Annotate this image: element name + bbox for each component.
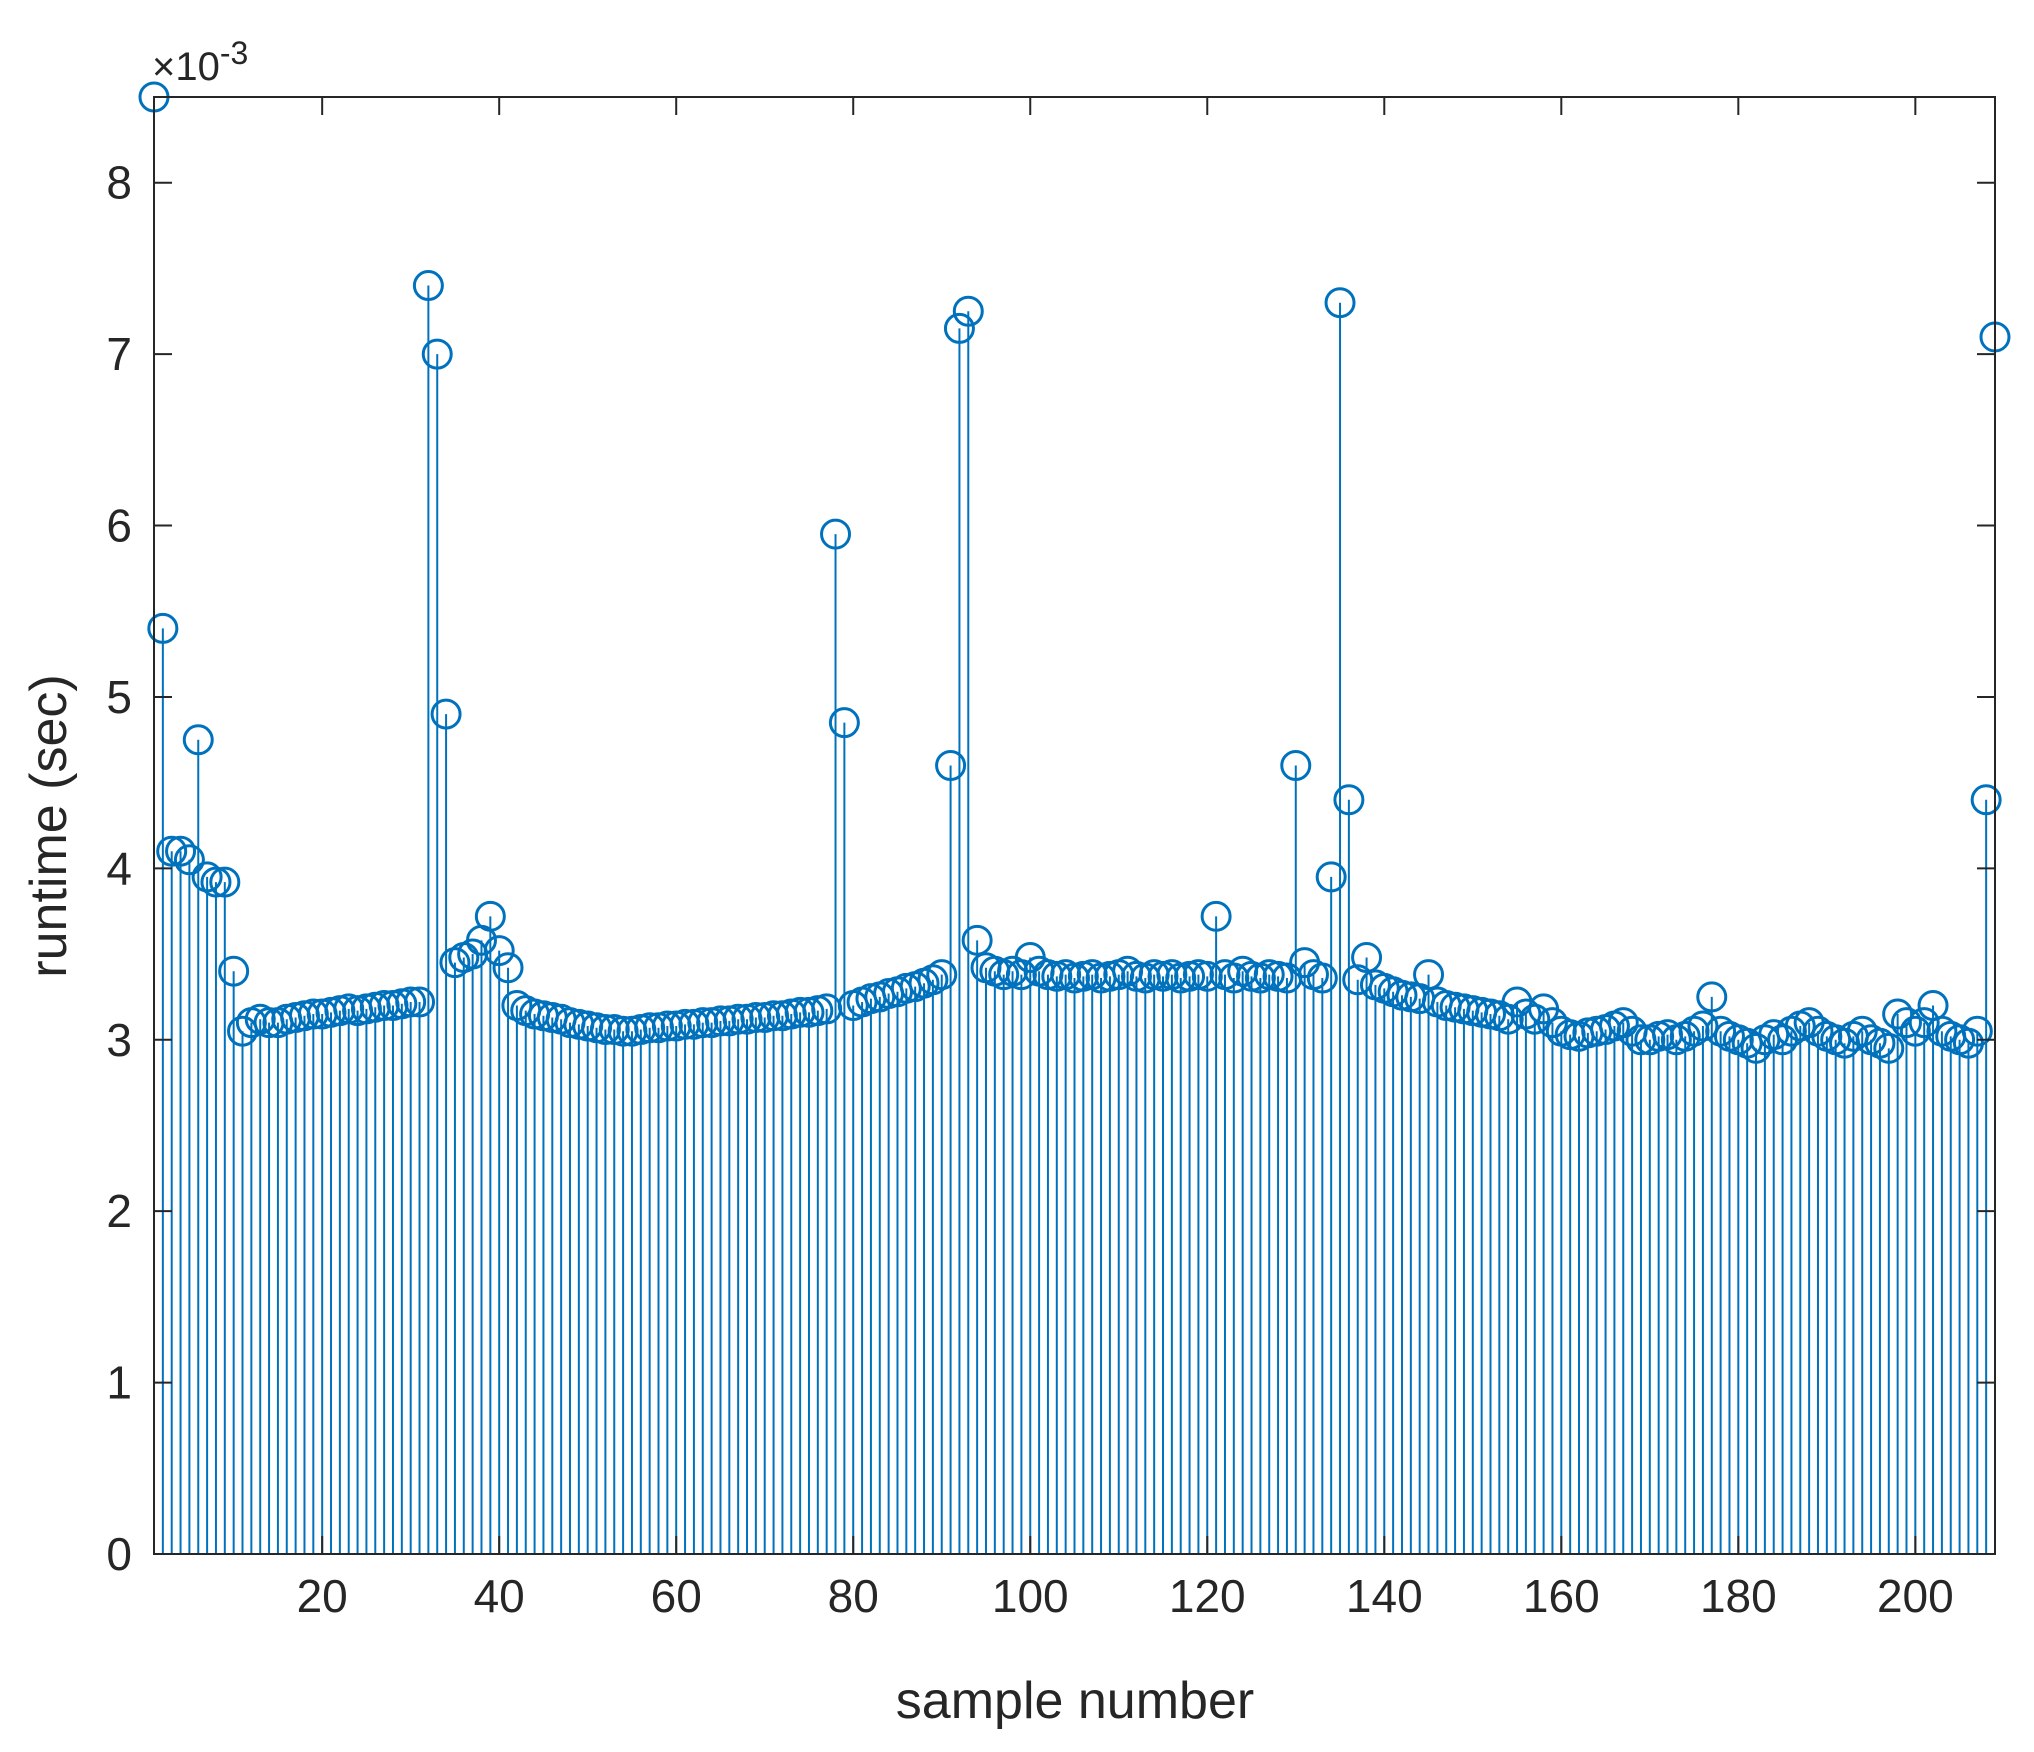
y-tick-label: 0 xyxy=(106,1528,132,1580)
axes-box xyxy=(153,96,1996,1555)
stem-marker xyxy=(1908,1007,1940,1039)
stem-marker xyxy=(1970,784,2002,816)
stem-marker xyxy=(952,295,984,327)
y-tick-label: 6 xyxy=(106,500,132,552)
y-exponent: ×10-3 xyxy=(152,35,248,89)
stem-marker xyxy=(1890,1007,1922,1039)
stem-marker xyxy=(1696,981,1728,1013)
y-tick-label: 7 xyxy=(106,328,132,380)
stem-marker xyxy=(1687,1010,1719,1042)
y-tick-label: 3 xyxy=(106,1014,132,1066)
y-tick-label: 4 xyxy=(106,842,132,894)
stem-marker xyxy=(926,959,958,991)
x-tick-label: 20 xyxy=(297,1570,348,1622)
y-tick-label: 1 xyxy=(106,1357,132,1409)
x-tick-label: 200 xyxy=(1877,1570,1954,1622)
x-tick-label: 180 xyxy=(1700,1570,1777,1622)
stem-marker xyxy=(404,986,436,1018)
stem-marker xyxy=(147,612,179,644)
x-tick-label: 140 xyxy=(1346,1570,1423,1622)
stem-marker xyxy=(209,866,241,898)
stem-marker xyxy=(218,955,250,987)
stem-marker xyxy=(430,698,462,730)
x-tick-label: 60 xyxy=(651,1570,702,1622)
stem-marker xyxy=(1200,900,1232,932)
stem-marker xyxy=(1351,941,1383,973)
stem-marker xyxy=(1413,959,1445,991)
stem-marker xyxy=(200,866,232,898)
stem-marker xyxy=(421,338,453,370)
stem-marker xyxy=(395,986,427,1018)
exponent-power: -3 xyxy=(220,35,248,71)
stem-marker xyxy=(182,724,214,756)
stem-marker xyxy=(1961,1015,1993,1047)
stem-marker xyxy=(165,835,197,867)
stem-marker xyxy=(943,312,975,344)
stem-marker xyxy=(961,924,993,956)
x-tick-label: 160 xyxy=(1523,1570,1600,1622)
stem-marker xyxy=(474,900,506,932)
stem-marker xyxy=(1315,861,1347,893)
stem-marker xyxy=(483,935,515,967)
stem-marker xyxy=(156,835,188,867)
y-tick-label: 8 xyxy=(106,157,132,209)
x-tick-label: 100 xyxy=(992,1570,1069,1622)
y-tick-label: 2 xyxy=(106,1185,132,1237)
stem-marker xyxy=(1607,1007,1639,1039)
stem-marker xyxy=(1333,784,1365,816)
stem-marker xyxy=(1519,1003,1551,1035)
stem-marker xyxy=(828,707,860,739)
stem-marker xyxy=(412,270,444,302)
stem-marker xyxy=(935,750,967,782)
y-axis-label: runtime (sec) xyxy=(20,674,78,977)
x-tick-label: 80 xyxy=(828,1570,879,1622)
stem-marker xyxy=(1873,1032,1905,1064)
stem-marker xyxy=(492,952,524,984)
stem-marker xyxy=(1324,287,1356,319)
x-axis-label: sample number xyxy=(896,1672,1254,1730)
stem-marker xyxy=(820,518,852,550)
stem-marker xyxy=(173,844,205,876)
stem-marker xyxy=(1280,750,1312,782)
exponent-base: ×10 xyxy=(152,45,220,89)
y-tick-label: 5 xyxy=(106,671,132,723)
x-tick-label: 120 xyxy=(1169,1570,1246,1622)
stem-marker xyxy=(1306,962,1338,994)
x-tick-label: 40 xyxy=(474,1570,525,1622)
